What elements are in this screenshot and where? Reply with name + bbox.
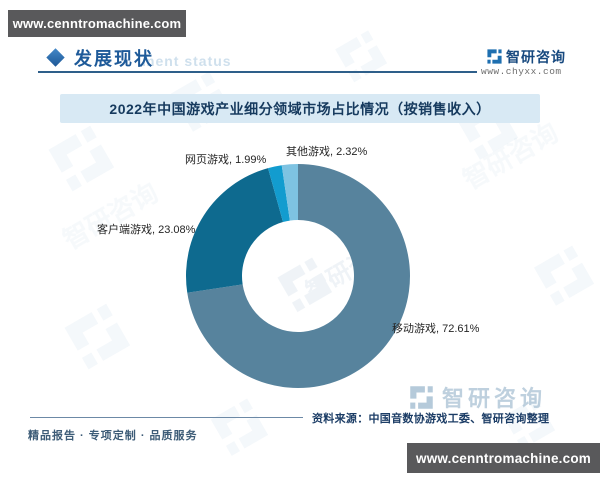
header-ghost-text: ment status bbox=[142, 53, 232, 69]
footer-tagline: 精品报告 · 专项定制 · 品质服务 bbox=[28, 430, 198, 442]
section-title: 发展现状 bbox=[74, 49, 154, 69]
chart-title: 2022年中国游戏产业细分领域市场占比情况（按销售收入） bbox=[109, 100, 491, 117]
slice-label-web-games: 网页游戏, 1.99% bbox=[185, 154, 267, 166]
donut-chart bbox=[185, 164, 410, 388]
brand-watermark-text: 智研咨询 bbox=[442, 386, 547, 411]
brand-name: 智研咨询 bbox=[506, 49, 566, 65]
donut-slice-3 bbox=[268, 165, 290, 223]
bottom-url-text: www.cenntromachine.com bbox=[416, 450, 591, 466]
brand-logo-icon bbox=[487, 49, 502, 64]
diamond-icon bbox=[46, 48, 65, 67]
donut-slice-2 bbox=[185, 168, 284, 293]
slice-label-mobile-games: 移动游戏, 72.61% bbox=[392, 323, 480, 335]
watermark-text-2: 智研咨询 bbox=[458, 117, 563, 195]
header-divider bbox=[38, 71, 477, 73]
donut-slice-1 bbox=[187, 164, 410, 388]
brand-watermark: 智研咨询 bbox=[408, 381, 546, 413]
watermark-text-1: 智研咨询 bbox=[58, 177, 163, 255]
brand-site-url: www.chyxx.com bbox=[481, 66, 562, 77]
top-url-banner: www.cenntromachine.com bbox=[8, 10, 186, 37]
footer-divider bbox=[30, 417, 303, 418]
bottom-url-banner: www.cenntromachine.com bbox=[407, 443, 600, 473]
top-url-text: www.cenntromachine.com bbox=[12, 16, 182, 31]
slice-label-client-games: 客户端游戏, 23.08% bbox=[97, 224, 196, 236]
brand-watermark-icon bbox=[410, 385, 433, 409]
donut-slice-4 bbox=[281, 164, 298, 221]
data-source-text: 资料来源：中国音数协游戏工委、智研咨询整理 bbox=[312, 413, 550, 425]
slice-label-other-games: 其他游戏, 2.32% bbox=[286, 146, 368, 158]
chart-title-bar: 2022年中国游戏产业细分领域市场占比情况（按销售收入） bbox=[60, 94, 540, 123]
